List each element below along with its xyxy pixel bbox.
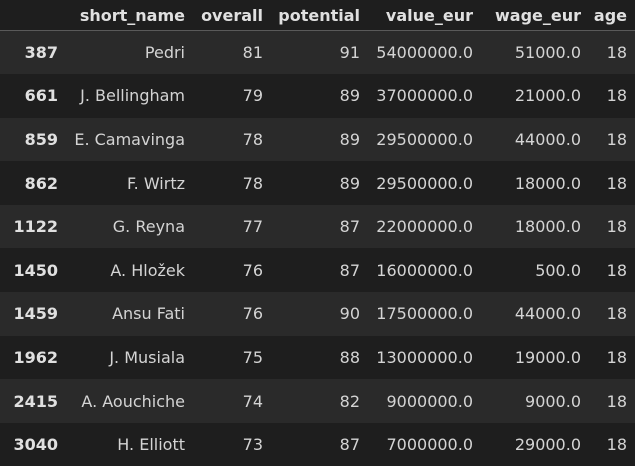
- cell-wage-eur: 44000.0: [514, 129, 581, 149]
- header-age: age: [589, 0, 635, 31]
- row-index: 3040: [13, 435, 58, 455]
- cell-value-eur: 16000000.0: [376, 260, 473, 280]
- cell-short-name: A. Aouchiche: [81, 391, 185, 411]
- cell-overall: 79: [242, 86, 263, 106]
- cell-overall: 76: [242, 260, 263, 280]
- cell-age: 18: [606, 391, 627, 411]
- table-row: 387 Pedri 81 91 54000000.0 51000.0 18: [0, 30, 635, 75]
- cell-potential: 87: [339, 435, 360, 455]
- cell-value-eur: 17500000.0: [376, 304, 473, 324]
- cell-wage-eur: 51000.0: [514, 43, 581, 63]
- cell-short-name: G. Reyna: [112, 217, 185, 237]
- table-row: 1459 Ansu Fati 76 90 17500000.0 44000.0 …: [0, 292, 635, 336]
- cell-age: 18: [606, 86, 627, 106]
- cell-overall: 74: [242, 391, 263, 411]
- table-row: 3040 H. Elliott 73 87 7000000.0 29000.0 …: [0, 422, 635, 466]
- cell-wage-eur: 29000.0: [514, 435, 581, 455]
- cell-value-eur: 22000000.0: [376, 217, 473, 237]
- cell-age: 18: [606, 217, 627, 237]
- cell-wage-eur: 44000.0: [514, 304, 581, 324]
- row-index: 1962: [13, 347, 58, 367]
- cell-wage-eur: 500.0: [535, 260, 581, 280]
- row-index: 1450: [13, 260, 58, 280]
- table-row: 1962 J. Musiala 75 88 13000000.0 19000.0…: [0, 335, 635, 380]
- row-index: 661: [24, 86, 58, 106]
- table-row: 862 F. Wirtz 78 89 29500000.0 18000.0 18: [0, 161, 635, 205]
- cell-overall: 77: [242, 217, 263, 237]
- table-row: 1450 A. Hložek 76 87 16000000.0 500.0 18: [0, 248, 635, 293]
- cell-wage-eur: 21000.0: [514, 86, 581, 106]
- table-row: 859 E. Camavinga 78 89 29500000.0 44000.…: [0, 117, 635, 162]
- cell-wage-eur: 9000.0: [525, 391, 581, 411]
- header-overall: overall: [193, 0, 271, 31]
- cell-potential: 87: [339, 217, 360, 237]
- cell-potential: 91: [339, 43, 360, 63]
- cell-short-name: Ansu Fati: [112, 304, 185, 324]
- cell-age: 18: [606, 173, 627, 193]
- cell-overall: 81: [242, 43, 263, 63]
- cell-short-name: Pedri: [144, 43, 185, 63]
- header-short-name: short_name: [66, 0, 193, 31]
- cell-value-eur: 54000000.0: [376, 43, 473, 63]
- cell-potential: 90: [339, 304, 360, 324]
- row-index: 1459: [13, 304, 58, 324]
- header-wage-eur: wage_eur: [481, 0, 589, 31]
- cell-potential: 89: [339, 129, 360, 149]
- cell-wage-eur: 18000.0: [514, 217, 581, 237]
- cell-short-name: J. Bellingham: [80, 86, 185, 106]
- cell-potential: 89: [339, 173, 360, 193]
- header-row: short_name overall potential value_eur w…: [0, 0, 635, 31]
- cell-value-eur: 9000000.0: [386, 391, 473, 411]
- row-index: 859: [24, 129, 58, 149]
- row-index: 2415: [13, 391, 58, 411]
- cell-overall: 78: [242, 173, 263, 193]
- cell-potential: 89: [339, 86, 360, 106]
- header-potential: potential: [271, 0, 368, 31]
- cell-wage-eur: 19000.0: [514, 347, 581, 367]
- cell-age: 18: [606, 304, 627, 324]
- cell-potential: 88: [339, 347, 360, 367]
- cell-potential: 82: [339, 391, 360, 411]
- cell-value-eur: 37000000.0: [376, 86, 473, 106]
- cell-overall: 75: [242, 347, 263, 367]
- cell-age: 18: [606, 129, 627, 149]
- table-row: 2415 A. Aouchiche 74 82 9000000.0 9000.0…: [0, 379, 635, 423]
- cell-value-eur: 29500000.0: [376, 173, 473, 193]
- cell-age: 18: [606, 260, 627, 280]
- cell-age: 18: [606, 347, 627, 367]
- cell-short-name: E. Camavinga: [74, 129, 185, 149]
- cell-short-name: A. Hložek: [110, 260, 185, 280]
- cell-short-name: J. Musiala: [109, 347, 185, 367]
- cell-overall: 78: [242, 129, 263, 149]
- cell-wage-eur: 18000.0: [514, 173, 581, 193]
- row-index: 1122: [13, 217, 58, 237]
- cell-short-name: H. Elliott: [117, 435, 185, 455]
- cell-overall: 73: [242, 435, 263, 455]
- cell-value-eur: 7000000.0: [386, 435, 473, 455]
- row-index: 862: [24, 173, 58, 193]
- cell-value-eur: 29500000.0: [376, 129, 473, 149]
- header-value-eur: value_eur: [368, 0, 481, 31]
- cell-overall: 76: [242, 304, 263, 324]
- row-index: 387: [24, 43, 58, 63]
- cell-age: 18: [606, 43, 627, 63]
- header-index: [0, 0, 66, 31]
- table-row: 661 J. Bellingham 79 89 37000000.0 21000…: [0, 74, 635, 118]
- cell-short-name: F. Wirtz: [127, 173, 185, 193]
- table-row: 1122 G. Reyna 77 87 22000000.0 18000.0 1…: [0, 204, 635, 249]
- cell-potential: 87: [339, 260, 360, 280]
- cell-age: 18: [606, 435, 627, 455]
- cell-value-eur: 13000000.0: [376, 347, 473, 367]
